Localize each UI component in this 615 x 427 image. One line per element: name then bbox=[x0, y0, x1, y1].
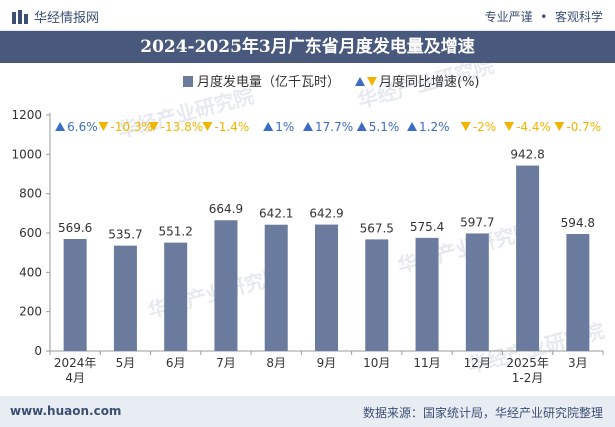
growth-value-label: 1.2% bbox=[419, 120, 450, 134]
legend-label-growth: 月度同比增速(%) bbox=[379, 74, 480, 90]
growth-down-triangle-icon bbox=[554, 122, 565, 131]
bar-value-label: 569.6 bbox=[58, 221, 92, 235]
growth-value-label: 6.6% bbox=[67, 120, 98, 134]
bar-value-label: 642.1 bbox=[259, 207, 293, 221]
growth-up-triangle-icon bbox=[263, 122, 274, 131]
y-tick-label: 200 bbox=[19, 305, 42, 319]
growth-up-triangle-icon bbox=[407, 122, 418, 131]
y-tick-label: 1200 bbox=[11, 108, 42, 122]
bar-value-label: 535.7 bbox=[108, 228, 142, 242]
tagline: 专业严谨 • 客观科学 bbox=[485, 8, 603, 25]
bar-value-label: 664.9 bbox=[209, 202, 243, 216]
footer-source: 数据来源：国家统计局，华经产业研究院整理 bbox=[362, 406, 603, 420]
legend-label-generation: 月度发电量（亿千瓦时） bbox=[197, 74, 340, 90]
x-tick-label: 7月 bbox=[216, 356, 236, 370]
y-tick-label: 1000 bbox=[11, 147, 42, 161]
bar bbox=[315, 224, 338, 351]
legend-up-triangle-icon bbox=[355, 77, 365, 86]
bar-value-label: 551.2 bbox=[159, 225, 193, 239]
x-tick-label: 11月 bbox=[413, 356, 440, 370]
bar bbox=[164, 242, 188, 351]
x-tick-label: 10月 bbox=[363, 356, 390, 370]
growth-value-label: -0.7% bbox=[566, 120, 601, 134]
bar bbox=[516, 165, 540, 351]
legend-down-triangle-icon bbox=[367, 77, 377, 86]
x-tick-label: 2025年 1-2月 bbox=[506, 356, 549, 385]
growth-down-triangle-icon bbox=[98, 122, 109, 131]
growth-down-triangle-icon bbox=[148, 122, 159, 131]
growth-value-label: -2% bbox=[473, 120, 496, 134]
bar bbox=[365, 239, 389, 351]
growth-value-label: 17.7% bbox=[315, 120, 353, 134]
x-tick-label: 6月 bbox=[166, 356, 186, 370]
growth-up-triangle-icon bbox=[303, 122, 313, 131]
tagline-right: 客观科学 bbox=[554, 10, 603, 24]
bar-value-label: 594.8 bbox=[561, 216, 595, 230]
x-tick-label: 12月 bbox=[464, 356, 491, 370]
bar bbox=[566, 234, 590, 351]
bar-chart: 华经产业研究院华经产业研究院华经产业研究院华经产业研究院华经产业研究院02004… bbox=[11, 63, 606, 385]
x-tick-label: 3月 bbox=[568, 356, 588, 370]
bar bbox=[465, 233, 489, 351]
brand: 华经情报网 bbox=[12, 7, 99, 26]
bar bbox=[415, 237, 439, 351]
bar-value-label: 575.4 bbox=[410, 220, 444, 234]
growth-down-triangle-icon bbox=[504, 122, 515, 131]
tagline-left: 专业严谨 bbox=[484, 10, 533, 24]
growth-up-triangle-icon bbox=[356, 122, 367, 131]
bar bbox=[214, 220, 238, 351]
bar-value-label: 942.8 bbox=[510, 148, 544, 162]
y-tick-label: 800 bbox=[19, 187, 42, 201]
bar bbox=[113, 245, 137, 351]
brand-logo-icon bbox=[12, 9, 28, 24]
growth-value-label: -10.3% bbox=[110, 120, 152, 134]
bar-value-label: 642.9 bbox=[309, 207, 343, 221]
growth-value-label: -1.4% bbox=[214, 120, 249, 134]
footer: www.huaon.com 数据来源：国家统计局，华经产业研究院整理 bbox=[0, 396, 615, 427]
growth-value-label: -4.4% bbox=[516, 120, 551, 134]
y-tick-label: 400 bbox=[19, 265, 42, 279]
growth-down-triangle-icon bbox=[460, 122, 471, 131]
brand-name: 华经情报网 bbox=[34, 11, 100, 26]
dot-separator-icon: • bbox=[536, 10, 552, 24]
bar-value-label: 597.7 bbox=[460, 215, 494, 229]
x-tick-label: 9月 bbox=[317, 356, 337, 370]
x-tick-label: 2024年 4月 bbox=[54, 356, 97, 385]
growth-value-label: -13.8% bbox=[161, 120, 203, 134]
growth-down-triangle-icon bbox=[202, 122, 213, 131]
bar bbox=[63, 238, 87, 351]
bar-value-label: 567.5 bbox=[360, 221, 394, 235]
y-tick-label: 600 bbox=[19, 226, 42, 240]
top-bar: 华经情报网 专业严谨 • 客观科学 bbox=[0, 0, 615, 31]
growth-value-label: 5.1% bbox=[369, 120, 400, 134]
footer-website: www.huaon.com bbox=[10, 404, 122, 418]
chart-title: 2024-2025年3月广东省月度发电量及增速 bbox=[0, 31, 615, 63]
growth-value-label: 1% bbox=[275, 120, 294, 134]
x-tick-label: 8月 bbox=[266, 356, 286, 370]
legend-swatch-generation bbox=[183, 76, 193, 87]
y-tick-label: 0 bbox=[34, 344, 42, 358]
bar bbox=[264, 224, 288, 351]
x-tick-label: 5月 bbox=[116, 356, 136, 370]
growth-up-triangle-icon bbox=[55, 122, 66, 131]
